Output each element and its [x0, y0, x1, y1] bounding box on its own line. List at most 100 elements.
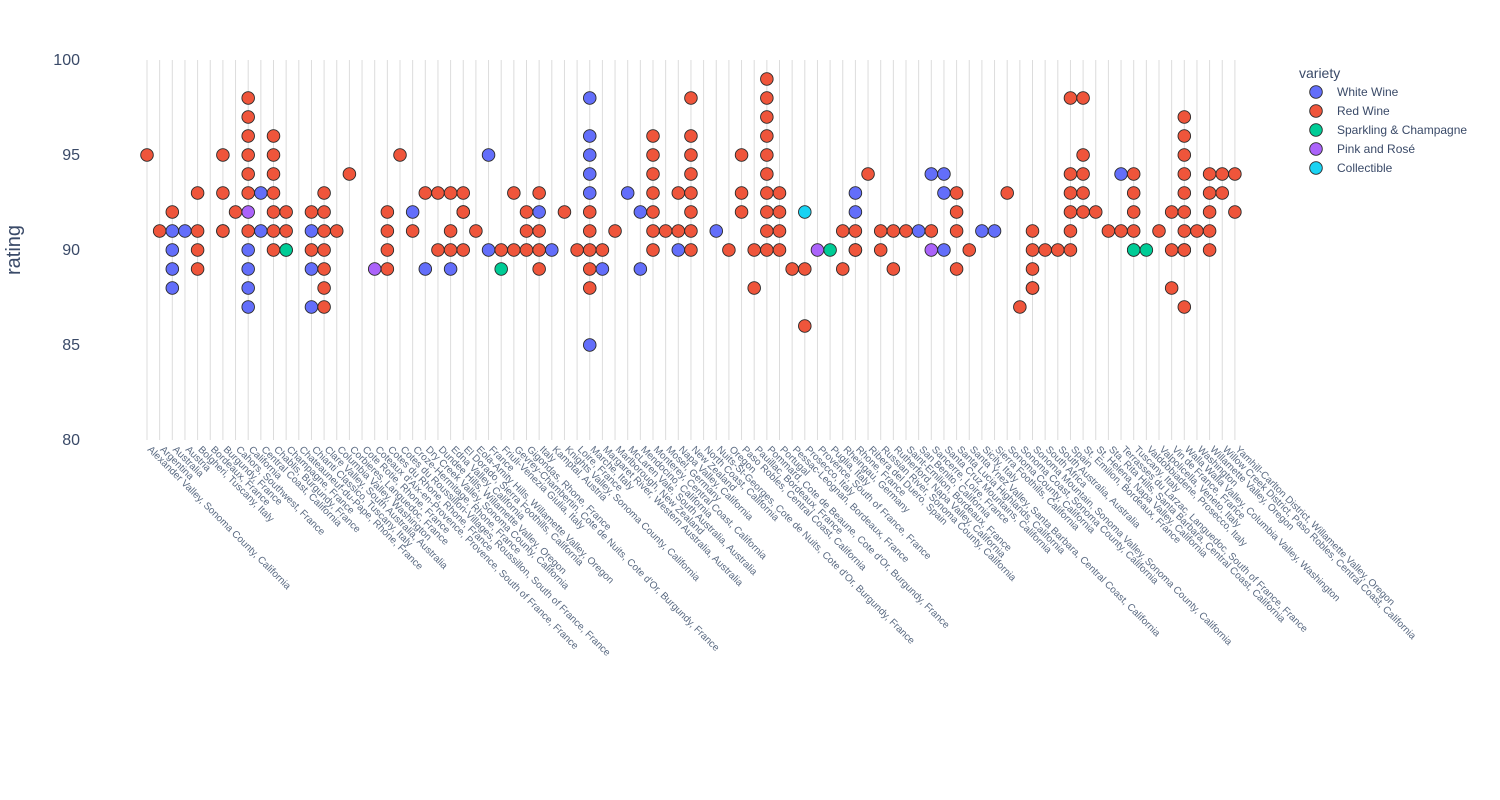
point-red-wine[interactable]	[317, 300, 331, 314]
point-red-wine[interactable]	[1025, 243, 1040, 257]
point-red-wine[interactable]	[241, 91, 255, 105]
point-red-wine[interactable]	[1152, 224, 1166, 238]
point-red-wine[interactable]	[785, 262, 799, 276]
point-white-wine[interactable]	[595, 262, 610, 276]
point-red-wine[interactable]	[266, 129, 281, 143]
point-white-wine[interactable]	[481, 148, 496, 162]
point-red-wine[interactable]	[1063, 91, 1078, 105]
legend[interactable]: variety White Wine Red Wine Sparkling & Ch…	[1299, 65, 1467, 175]
point-white-wine[interactable]	[165, 243, 180, 257]
point-red-wine[interactable]	[1114, 224, 1128, 238]
point-red-wine[interactable]	[456, 243, 471, 257]
point-red-wine[interactable]	[684, 129, 698, 143]
point-red-wine[interactable]	[1228, 167, 1242, 181]
point-red-wine[interactable]	[1215, 167, 1229, 181]
point-red-wine[interactable]	[266, 205, 281, 219]
point-red-wine[interactable]	[583, 243, 597, 257]
point-white-wine[interactable]	[241, 300, 255, 314]
point-red-wine[interactable]	[241, 148, 255, 162]
point-sparkling-champagne[interactable]	[823, 243, 837, 257]
point-red-wine[interactable]	[532, 243, 546, 257]
point-red-wine[interactable]	[646, 205, 660, 219]
point-red-wine[interactable]	[760, 186, 774, 200]
point-red-wine[interactable]	[1177, 148, 1192, 162]
point-red-wine[interactable]	[443, 186, 458, 200]
point-red-wine[interactable]	[266, 224, 281, 238]
point-white-wine[interactable]	[443, 262, 458, 276]
point-red-wine[interactable]	[507, 186, 521, 200]
point-red-wine[interactable]	[266, 186, 281, 200]
point-red-wine[interactable]	[507, 243, 521, 257]
point-red-wine[interactable]	[583, 262, 597, 276]
point-red-wine[interactable]	[760, 129, 774, 143]
point-sparkling-champagne[interactable]	[1139, 243, 1154, 257]
point-red-wine[interactable]	[772, 186, 787, 200]
point-red-wine[interactable]	[241, 224, 255, 238]
point-white-wine[interactable]	[937, 243, 951, 257]
point-sparkling-champagne[interactable]	[279, 243, 293, 257]
point-red-wine[interactable]	[266, 148, 281, 162]
point-white-wine[interactable]	[418, 262, 433, 276]
point-white-wine[interactable]	[583, 338, 597, 352]
point-white-wine[interactable]	[254, 224, 268, 238]
point-red-wine[interactable]	[1076, 167, 1090, 181]
point-red-wine[interactable]	[848, 243, 863, 257]
point-white-wine[interactable]	[304, 224, 319, 238]
legend-item-red-wine[interactable]: Red Wine	[1309, 104, 1390, 118]
point-white-wine[interactable]	[937, 167, 951, 181]
point-red-wine[interactable]	[684, 205, 698, 219]
point-white-wine[interactable]	[583, 129, 597, 143]
point-red-wine[interactable]	[519, 243, 534, 257]
point-white-wine[interactable]	[937, 186, 951, 200]
point-red-wine[interactable]	[798, 262, 812, 276]
point-red-wine[interactable]	[1190, 224, 1204, 238]
point-red-wine[interactable]	[836, 224, 850, 238]
point-red-wine[interactable]	[1063, 224, 1078, 238]
point-white-wine[interactable]	[1114, 167, 1128, 181]
point-red-wine[interactable]	[836, 262, 850, 276]
point-white-wine[interactable]	[987, 224, 1002, 238]
point-red-wine[interactable]	[886, 262, 901, 276]
point-red-wine[interactable]	[380, 224, 395, 238]
point-white-wine[interactable]	[911, 224, 926, 238]
point-red-wine[interactable]	[646, 186, 660, 200]
point-white-wine[interactable]	[545, 243, 559, 257]
point-red-wine[interactable]	[671, 224, 686, 238]
point-red-wine[interactable]	[443, 224, 458, 238]
point-red-wine[interactable]	[1177, 110, 1192, 124]
point-red-wine[interactable]	[1126, 205, 1141, 219]
point-white-wine[interactable]	[583, 148, 597, 162]
point-white-wine[interactable]	[241, 281, 255, 295]
point-red-wine[interactable]	[266, 243, 281, 257]
point-white-wine[interactable]	[709, 224, 724, 238]
point-red-wine[interactable]	[684, 91, 698, 105]
point-red-wine[interactable]	[760, 110, 774, 124]
point-red-wine[interactable]	[304, 243, 319, 257]
point-red-wine[interactable]	[405, 224, 420, 238]
point-red-wine[interactable]	[1126, 186, 1141, 200]
point-pink-and-ros[interactable]	[924, 243, 939, 257]
point-red-wine[interactable]	[216, 186, 230, 200]
point-red-wine[interactable]	[646, 129, 660, 143]
point-red-wine[interactable]	[190, 243, 205, 257]
point-red-wine[interactable]	[469, 224, 483, 238]
point-red-wine[interactable]	[760, 243, 774, 257]
point-red-wine[interactable]	[241, 186, 255, 200]
point-red-wine[interactable]	[684, 224, 698, 238]
point-red-wine[interactable]	[1177, 186, 1192, 200]
point-red-wine[interactable]	[962, 243, 977, 257]
point-red-wine[interactable]	[1076, 186, 1090, 200]
point-red-wine[interactable]	[1177, 300, 1192, 314]
point-red-wine[interactable]	[772, 243, 787, 257]
point-red-wine[interactable]	[1000, 186, 1014, 200]
legend-item-sparkling-champagne[interactable]: Sparkling & Champagne	[1309, 123, 1468, 137]
point-red-wine[interactable]	[772, 205, 787, 219]
point-red-wine[interactable]	[1177, 224, 1192, 238]
point-red-wine[interactable]	[1202, 167, 1217, 181]
point-red-wine[interactable]	[228, 205, 243, 219]
point-red-wine[interactable]	[1076, 148, 1090, 162]
point-white-wine[interactable]	[848, 205, 863, 219]
point-sparkling-champagne[interactable]	[494, 262, 508, 276]
legend-item-white-wine[interactable]: White Wine	[1309, 85, 1399, 99]
point-red-wine[interactable]	[1101, 224, 1116, 238]
